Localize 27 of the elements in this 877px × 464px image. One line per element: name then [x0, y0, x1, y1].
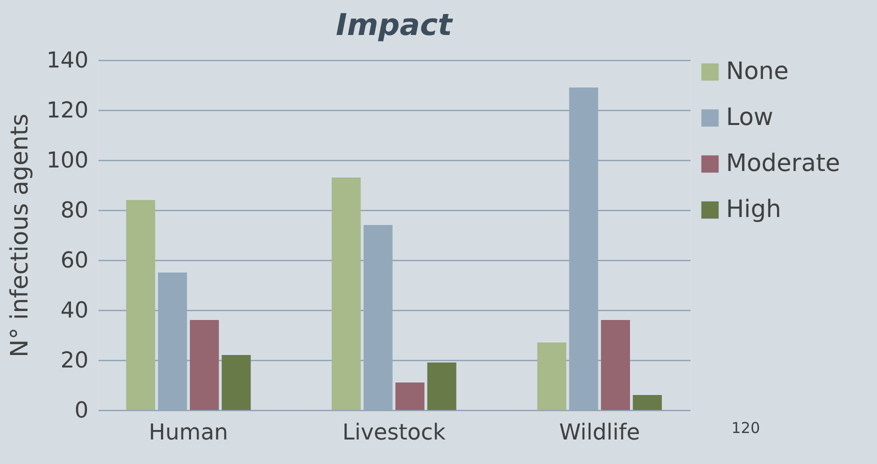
- x-tick-label: Livestock: [342, 420, 446, 446]
- y-tick-label: 60: [60, 248, 88, 274]
- legend-label: Low: [726, 103, 774, 131]
- x-tick-label: Human: [148, 420, 228, 446]
- chart-title: Impact: [336, 8, 454, 43]
- bar: [537, 342, 566, 410]
- x-tick-label: Wildlife: [559, 420, 640, 446]
- y-tick-label: 80: [60, 198, 88, 224]
- y-tick-label: 140: [46, 48, 88, 74]
- legend-label: None: [726, 57, 789, 85]
- bar: [600, 320, 630, 410]
- bar: [126, 200, 156, 410]
- text: 120: [731, 419, 760, 437]
- bar: [222, 355, 251, 410]
- y-tick-label: 40: [60, 298, 88, 324]
- legend-label: High: [726, 195, 782, 223]
- bar: [427, 362, 456, 410]
- bar: [190, 320, 219, 410]
- y-axis-title: N° infectious agents: [6, 114, 34, 358]
- legend-label: Moderate: [726, 149, 840, 177]
- y-tick-label: 20: [60, 348, 88, 374]
- bar: [395, 382, 424, 410]
- bar: [332, 178, 361, 410]
- bar: [632, 395, 662, 410]
- y-tick-label: 120: [46, 98, 88, 124]
- y-tick-label: 100: [46, 148, 88, 174]
- y-tick-label: 0: [74, 398, 88, 424]
